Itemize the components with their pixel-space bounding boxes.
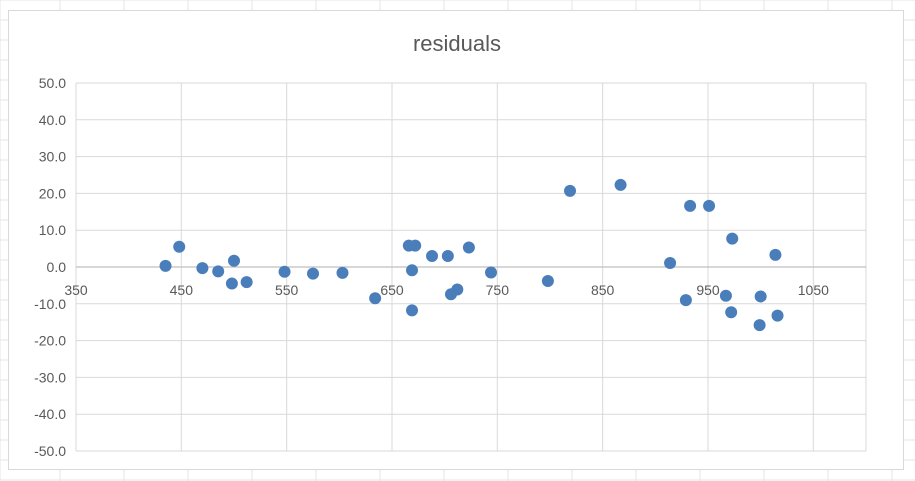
data-point: [679, 294, 692, 307]
data-point: [753, 319, 766, 332]
data-point: [564, 184, 577, 197]
y-tick-label: -40.0: [34, 406, 66, 422]
y-tick-labels: 50.0 40.0 30.0 20.0 10.0 0.0 -10.0 -20.0 -30.0 -4…: [34, 75, 66, 459]
x-tick-label: 550: [275, 282, 299, 298]
data-point: [336, 266, 349, 279]
data-point: [240, 276, 253, 289]
data-point: [409, 239, 422, 252]
data-point: [369, 292, 382, 305]
data-point: [406, 264, 419, 277]
y-tick-label: -20.0: [34, 333, 66, 349]
data-point: [406, 304, 419, 317]
data-point: [771, 309, 784, 322]
y-tick-label: 20.0: [39, 185, 66, 201]
data-point: [307, 267, 319, 280]
y-tick-label: -50.0: [34, 443, 66, 459]
y-tick-label: 10.0: [39, 222, 66, 238]
data-point: [196, 262, 209, 275]
data-point: [684, 199, 697, 212]
data-point: [228, 254, 240, 267]
data-point: [225, 277, 238, 290]
x-tick-label: 750: [486, 282, 510, 298]
scatter-chart: residuals 50.0 40.0 30.0 20.0 10.0 0.0 -10.0 -2…: [34, 31, 867, 459]
data-point: [703, 199, 716, 212]
data-point: [173, 240, 186, 253]
data-point: [451, 283, 464, 296]
y-tick-label: 30.0: [39, 149, 66, 165]
data-points: [159, 178, 784, 332]
data-point: [725, 306, 738, 319]
data-point: [485, 266, 498, 279]
data-point: [614, 178, 627, 191]
data-point: [726, 232, 739, 245]
data-point: [541, 274, 554, 287]
x-tick-labels: 350 450 550 650 750 850 950 1050: [64, 282, 829, 298]
y-tick-label: 50.0: [39, 75, 66, 91]
chart-title: residuals: [413, 31, 501, 56]
data-point: [441, 249, 454, 262]
chart-area[interactable]: residuals 50.0 40.0 30.0 20.0 10.0 0.0 -10.0 -2…: [8, 10, 904, 470]
data-point: [426, 249, 439, 262]
y-tick-label: -30.0: [34, 369, 66, 385]
y-tick-label: -10.0: [34, 296, 66, 312]
x-tick-label: 350: [64, 282, 88, 298]
data-point: [754, 290, 767, 303]
y-tick-label: 40.0: [39, 112, 66, 128]
data-point: [212, 265, 225, 278]
data-point: [462, 241, 475, 254]
x-tick-label: 850: [591, 282, 615, 298]
data-point: [159, 259, 172, 272]
x-tick-label: 950: [696, 282, 720, 298]
x-tick-label: 650: [380, 282, 404, 298]
data-point: [719, 289, 732, 302]
y-tick-label: 0.0: [47, 259, 67, 275]
data-point: [769, 248, 782, 261]
data-point: [664, 256, 677, 269]
x-tick-label: 1050: [798, 282, 829, 298]
data-point: [278, 265, 291, 278]
x-tick-label: 450: [170, 282, 194, 298]
